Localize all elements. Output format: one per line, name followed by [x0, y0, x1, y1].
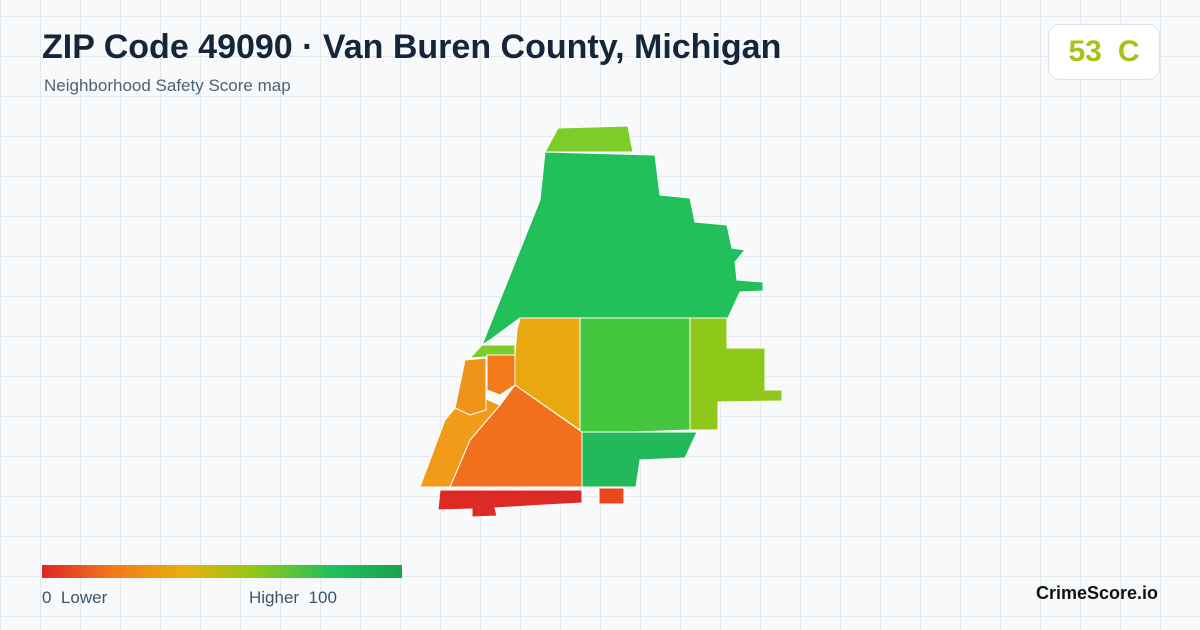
region: [598, 487, 625, 505]
legend-min-label: Lower: [60, 588, 108, 607]
legend-max-label: Higher: [249, 588, 300, 607]
score-badge: 53 C: [1048, 24, 1160, 80]
legend-max: 100: [308, 588, 337, 607]
legend-low: 0 Lower: [42, 588, 107, 608]
region: [486, 354, 516, 396]
subtitle: Neighborhood Safety Score map: [44, 76, 291, 95]
legend-gradient: [42, 565, 402, 578]
legend-min: 0: [42, 588, 52, 607]
region: [579, 317, 691, 433]
score-value: 53: [1068, 35, 1102, 68]
score-grade: C: [1117, 35, 1140, 68]
title: ZIP Code 49090 · Van Buren County, Michi…: [42, 28, 782, 66]
region: [480, 151, 764, 347]
region: [437, 489, 583, 518]
region: [689, 317, 783, 431]
region: [581, 431, 698, 488]
region: [454, 357, 487, 416]
legend-high: Higher 100: [249, 588, 337, 608]
brand: CrimeScore.io: [1035, 583, 1158, 603]
region: [544, 125, 634, 153]
